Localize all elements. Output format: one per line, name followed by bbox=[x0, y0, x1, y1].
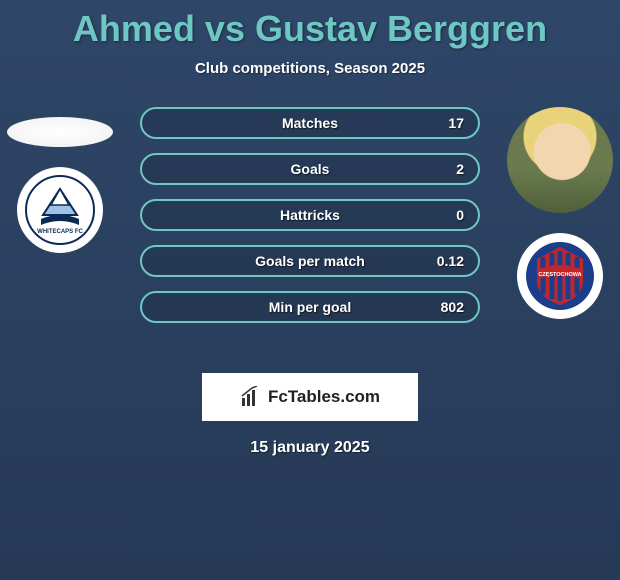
stat-value-right: 0.12 bbox=[424, 253, 464, 269]
stat-label: Goals bbox=[291, 161, 330, 177]
stat-value-right: 802 bbox=[424, 299, 464, 315]
stat-label: Min per goal bbox=[269, 299, 351, 315]
stat-label: Hattricks bbox=[280, 207, 340, 223]
player-photo-left bbox=[7, 117, 113, 147]
subtitle: Club competitions, Season 2025 bbox=[0, 60, 620, 77]
stat-value-right: 2 bbox=[424, 161, 464, 177]
club-badge-right: CZĘSTOCHOWA bbox=[517, 233, 603, 319]
stat-row: Goals 2 bbox=[140, 153, 480, 185]
comparison-panel: WHITECAPS FC CZĘSTOCHOWA bbox=[0, 107, 620, 357]
branding-box: FcTables.com bbox=[202, 373, 418, 421]
rakow-badge-icon: CZĘSTOCHOWA bbox=[525, 241, 595, 311]
stat-value-right: 17 bbox=[424, 115, 464, 131]
stat-row: Matches 17 bbox=[140, 107, 480, 139]
stat-value-right: 0 bbox=[424, 207, 464, 223]
stat-row: Goals per match 0.12 bbox=[140, 245, 480, 277]
stat-label: Matches bbox=[282, 115, 338, 131]
bar-chart-icon bbox=[240, 386, 262, 408]
right-player-column: CZĘSTOCHOWA bbox=[500, 107, 620, 319]
branding-text: FcTables.com bbox=[268, 387, 380, 407]
date-text: 15 january 2025 bbox=[0, 439, 620, 457]
svg-text:WHITECAPS FC: WHITECAPS FC bbox=[37, 229, 83, 235]
left-player-column: WHITECAPS FC bbox=[0, 107, 120, 253]
page-title: Ahmed vs Gustav Berggren bbox=[0, 0, 620, 50]
club-badge-left: WHITECAPS FC bbox=[17, 167, 103, 253]
stat-row: Hattricks 0 bbox=[140, 199, 480, 231]
stat-rows: Matches 17 Goals 2 Hattricks 0 Goals per… bbox=[140, 107, 480, 323]
whitecaps-badge-icon: WHITECAPS FC bbox=[25, 175, 95, 245]
player-photo-right bbox=[507, 107, 613, 213]
stat-label: Goals per match bbox=[255, 253, 365, 269]
stat-row: Min per goal 802 bbox=[140, 291, 480, 323]
svg-text:CZĘSTOCHOWA: CZĘSTOCHOWA bbox=[538, 272, 581, 278]
